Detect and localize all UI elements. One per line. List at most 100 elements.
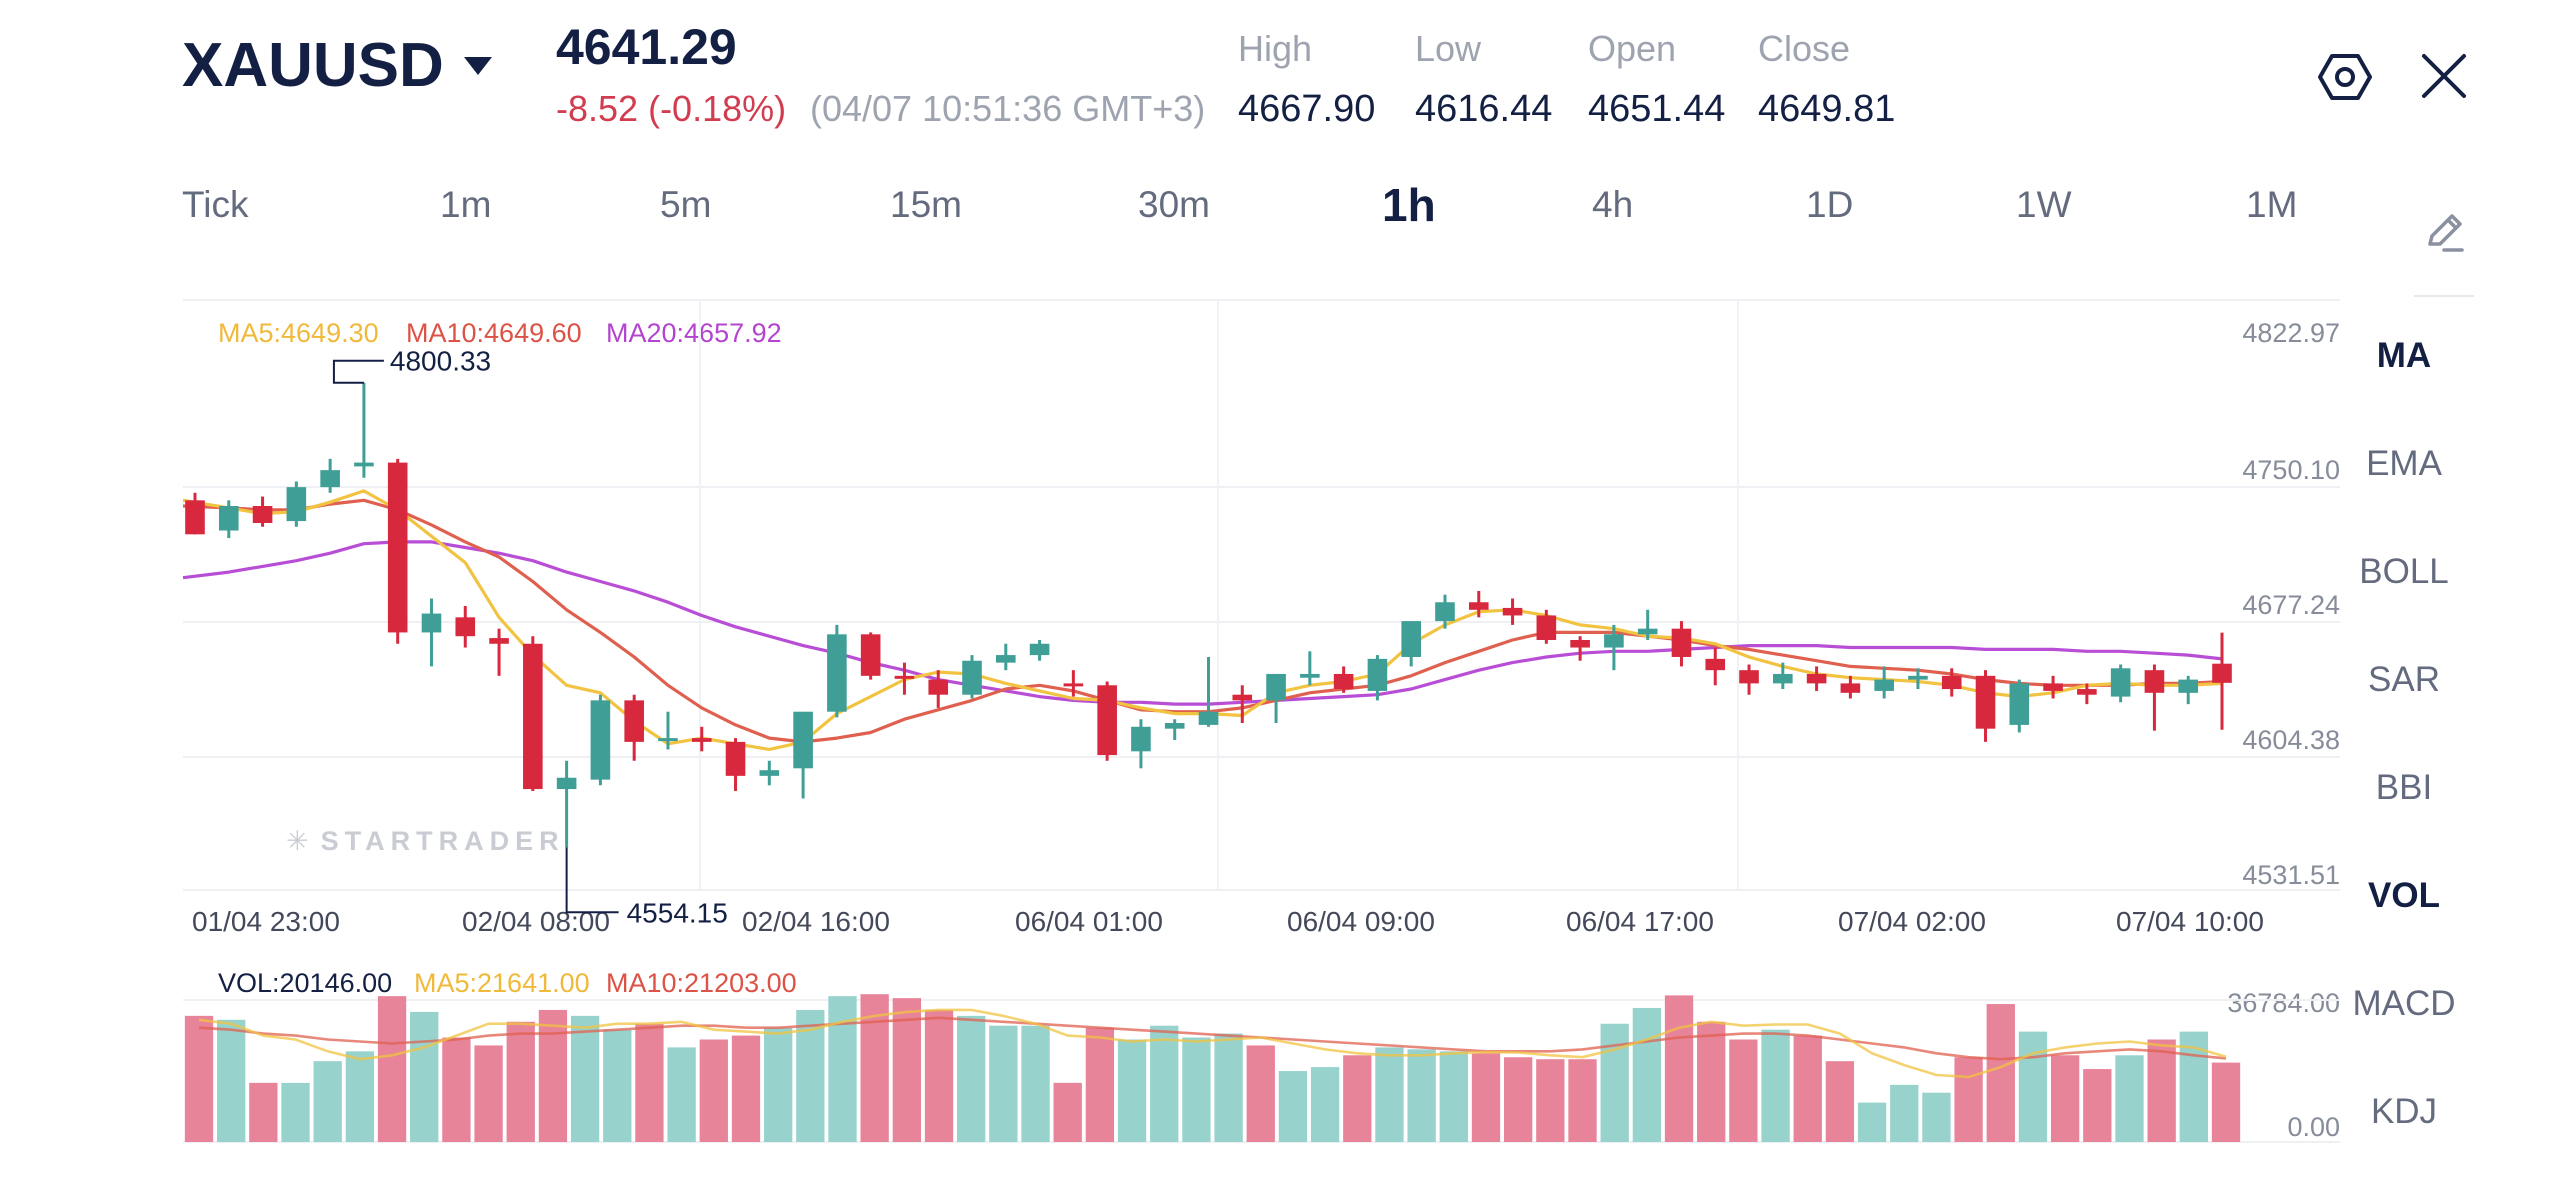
volume-bar — [1471, 1053, 1501, 1142]
candle-body — [1063, 683, 1084, 687]
candle-body — [894, 675, 915, 679]
min-marker-line — [565, 847, 619, 914]
candle-body — [455, 617, 476, 637]
quote-timestamp: (04/07 10:51:36 GMT+3) — [810, 88, 1206, 129]
candle-body — [624, 700, 644, 742]
indicator-boll[interactable]: BOLL — [2359, 552, 2449, 591]
volume-bar — [1600, 1023, 1629, 1142]
candle-body — [1536, 615, 1557, 640]
candle-body — [286, 487, 307, 522]
time-axis-label: 06/04 01:00 — [1015, 906, 1163, 937]
watermark: ✳ STARTRADER — [286, 826, 565, 857]
high-value: 4667.90 — [1238, 88, 1376, 130]
candle-body — [1840, 683, 1861, 693]
price-axis-label: 4677.24 — [2242, 590, 2340, 620]
time-axis-label: 07/04 02:00 — [1838, 906, 1986, 937]
candle-body — [1806, 673, 1827, 684]
volume-bar — [442, 1037, 471, 1142]
candle-body — [1908, 675, 1928, 680]
volume-bar — [699, 1039, 728, 1142]
timeframe-5m[interactable]: 5m — [660, 184, 712, 225]
candle-body — [1232, 694, 1253, 701]
volume-bar — [1632, 1007, 1662, 1142]
volume-bar — [281, 1082, 310, 1142]
volume-bar — [249, 1082, 278, 1142]
indicator-ma[interactable]: MA — [2376, 336, 2432, 375]
vol-ma5-legend: MA5:21641.00 — [414, 968, 590, 998]
ma5-legend: MA5:4649.30 — [218, 318, 379, 348]
open-value: 4651.44 — [1588, 88, 1726, 130]
symbol-selector[interactable]: XAUUSD — [182, 30, 492, 101]
candle-body — [1705, 658, 1726, 671]
candle-body — [1333, 673, 1354, 690]
timeframe-4h[interactable]: 4h — [1592, 184, 1634, 225]
vol-ma10-legend: MA10:21203.00 — [606, 968, 797, 998]
candle-body — [1367, 658, 1388, 691]
indicator-macd[interactable]: MACD — [2352, 984, 2456, 1023]
candle-body — [1739, 670, 1759, 684]
timeframe-1mo[interactable]: 1M — [2246, 184, 2298, 225]
candle-body — [489, 638, 509, 644]
candle-body — [590, 700, 611, 780]
panel-divider — [2414, 295, 2474, 297]
timeframe-15m[interactable]: 15m — [890, 184, 962, 225]
low-label: Low — [1415, 28, 1482, 69]
volume-bar — [1761, 1029, 1790, 1142]
volume-bar — [1825, 1061, 1855, 1142]
time-axis-label: 01/04 23:00 — [192, 906, 340, 937]
indicator-ema[interactable]: EMA — [2366, 444, 2442, 483]
volume-bar — [1310, 1067, 1340, 1142]
star-logo-icon: ✳ — [286, 826, 315, 856]
volume-bar — [1214, 1033, 1243, 1142]
volume-bar — [1246, 1045, 1275, 1142]
candle-body — [1435, 602, 1455, 622]
candle-body — [252, 506, 273, 523]
timeframe-1w[interactable]: 1W — [2016, 184, 2072, 225]
timeframe-30m[interactable]: 30m — [1138, 184, 1210, 225]
candle-body — [1637, 628, 1658, 635]
timeframe-tick[interactable]: Tick — [182, 184, 249, 225]
timeframe-1m[interactable]: 1m — [440, 184, 492, 225]
current-price: 4641.29 — [556, 19, 737, 75]
max-marker-line — [332, 359, 384, 384]
volume-bar — [1375, 1047, 1404, 1142]
indicator-vol[interactable]: VOL — [2368, 876, 2440, 915]
caret-down-icon — [463, 56, 492, 75]
candle-body — [218, 506, 239, 531]
volume-bar — [1954, 1057, 1983, 1142]
candle-body — [1874, 679, 1894, 691]
indicator-kdj[interactable]: KDJ — [2370, 1092, 2438, 1131]
volume-bar — [1664, 995, 1694, 1142]
volume-bar — [2050, 1055, 2080, 1142]
candle-body — [2009, 683, 2030, 725]
volume-bar — [957, 1015, 986, 1142]
watermark-text: STARTRADER — [320, 826, 565, 856]
volume-bar — [1278, 1071, 1308, 1142]
draw-pencil-icon[interactable] — [2422, 210, 2466, 254]
timeframe-1d[interactable]: 1D — [1806, 184, 1854, 225]
candle-body — [2077, 689, 2097, 695]
candle-body — [691, 738, 712, 742]
volume-bar — [1504, 1057, 1533, 1142]
volume-bar — [1986, 1004, 2015, 1142]
open-label: Open — [1588, 28, 1677, 69]
candle-body — [827, 634, 847, 712]
volume-bar — [1536, 1059, 1565, 1142]
price-axis-label: 4604.38 — [2242, 725, 2340, 755]
volume-bar — [892, 998, 921, 1142]
volume-bar — [1407, 1049, 1436, 1142]
candle-body — [1164, 723, 1185, 729]
volume-bar — [2018, 1031, 2048, 1142]
settings-icon[interactable] — [2318, 50, 2372, 104]
candle-body — [354, 462, 374, 467]
vol-legend: VOL:20146.00 — [218, 968, 393, 998]
close-icon[interactable] — [2420, 52, 2468, 100]
candle-body — [725, 741, 746, 776]
timeframe-1h[interactable]: 1h — [1382, 179, 1436, 231]
time-axis-label: 02/04 08:00 — [462, 906, 610, 937]
indicator-sar[interactable]: SAR — [2368, 660, 2440, 699]
volume-bar — [1697, 1021, 1726, 1142]
indicator-bbi[interactable]: BBI — [2375, 768, 2433, 807]
high-label: High — [1238, 28, 1313, 69]
